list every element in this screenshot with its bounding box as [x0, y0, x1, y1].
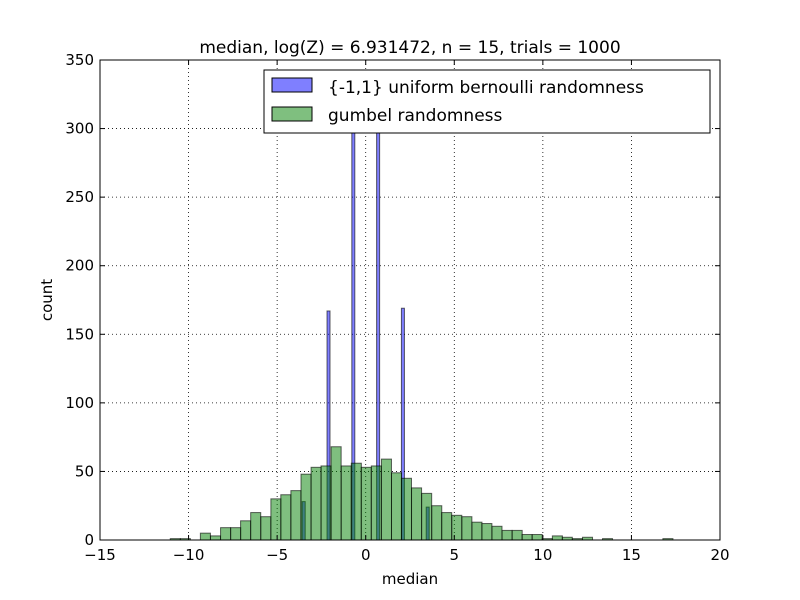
x-tick-label: 0	[361, 546, 371, 564]
bar	[270, 498, 282, 541]
bar	[350, 462, 362, 541]
x-tick-label: −15	[84, 546, 116, 564]
chart-title: median, log(Z) = 6.931472, n = 15, trial…	[199, 38, 620, 58]
x-axis-label: median	[382, 570, 438, 588]
y-tick-label: 100	[65, 394, 94, 412]
bar	[199, 532, 211, 541]
bar	[451, 514, 463, 541]
y-tick-label: 150	[65, 325, 94, 343]
bar	[290, 490, 302, 541]
legend-swatch-gumbel	[271, 106, 313, 122]
bar	[521, 534, 533, 541]
bar	[481, 523, 493, 541]
bar	[220, 527, 232, 541]
bar	[391, 472, 403, 541]
legend-label-bernoulli: {-1,1} uniform bernoulli randomness	[328, 78, 644, 98]
x-tick-label: 5	[450, 546, 460, 564]
bar	[461, 516, 473, 541]
bar	[320, 465, 332, 541]
x-tick-label: −10	[173, 546, 205, 564]
bar	[330, 446, 342, 541]
bar	[280, 494, 292, 541]
series-1-bars	[169, 446, 674, 541]
bar	[441, 512, 453, 541]
bar	[531, 534, 543, 541]
x-tick-label: 15	[622, 546, 641, 564]
bar	[240, 520, 252, 541]
bar	[340, 465, 352, 541]
plot-frame	[99, 59, 721, 541]
bar	[360, 466, 372, 541]
bar	[300, 473, 312, 541]
y-tick-label: 250	[65, 188, 94, 206]
bar	[491, 525, 503, 541]
bar	[400, 477, 412, 541]
bar	[431, 505, 443, 541]
bar	[501, 529, 513, 541]
bar	[260, 516, 272, 541]
x-tick-label: 20	[710, 546, 729, 564]
bar	[551, 535, 563, 541]
bar	[209, 535, 222, 541]
bar	[250, 512, 262, 541]
y-tick-label: 300	[65, 120, 94, 138]
bar	[380, 458, 392, 541]
legend-box	[263, 69, 711, 134]
legend-label-gumbel: gumbel randomness	[328, 106, 503, 126]
y-tick-label: 0	[84, 531, 94, 549]
bar	[511, 529, 523, 541]
y-tick-label: 50	[75, 462, 94, 480]
y-tick-label: 200	[65, 257, 94, 275]
bar	[471, 521, 483, 541]
bar	[230, 527, 242, 541]
y-tick-label: 350	[65, 51, 94, 69]
legend: {-1,1} uniform bernoulli randomness gumb…	[263, 69, 711, 134]
bars	[169, 128, 674, 541]
x-tick-label: 10	[533, 546, 552, 564]
x-tick-label: −5	[266, 546, 288, 564]
y-axis-label: count	[38, 279, 56, 321]
bar	[370, 465, 382, 541]
legend-swatch-bernoulli	[271, 77, 313, 93]
bar	[421, 492, 433, 541]
bar	[310, 466, 322, 541]
bar	[411, 487, 423, 541]
